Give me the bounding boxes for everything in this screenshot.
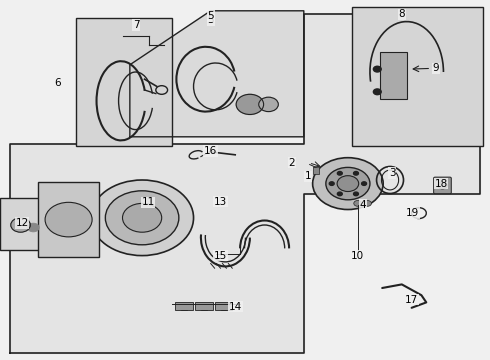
Circle shape	[438, 182, 447, 189]
FancyBboxPatch shape	[195, 302, 213, 310]
Text: 11: 11	[141, 197, 155, 207]
FancyBboxPatch shape	[215, 302, 232, 310]
Circle shape	[27, 223, 39, 232]
Text: 3: 3	[389, 168, 395, 178]
Circle shape	[353, 192, 358, 196]
FancyBboxPatch shape	[352, 7, 483, 146]
FancyBboxPatch shape	[434, 177, 451, 194]
Circle shape	[354, 201, 362, 206]
Text: 5: 5	[207, 11, 214, 21]
Circle shape	[105, 191, 179, 245]
FancyBboxPatch shape	[38, 182, 99, 257]
Text: 19: 19	[406, 208, 419, 218]
Text: 12: 12	[15, 218, 29, 228]
Circle shape	[91, 180, 194, 256]
Text: 7: 7	[133, 20, 140, 30]
Text: 2: 2	[289, 158, 295, 168]
FancyBboxPatch shape	[76, 18, 172, 146]
Circle shape	[313, 158, 383, 210]
Circle shape	[337, 192, 342, 196]
Circle shape	[45, 202, 92, 237]
Circle shape	[337, 171, 342, 175]
Text: 8: 8	[398, 9, 405, 19]
Circle shape	[236, 94, 264, 114]
Circle shape	[259, 97, 278, 112]
Circle shape	[362, 182, 367, 185]
FancyBboxPatch shape	[313, 167, 319, 174]
FancyBboxPatch shape	[0, 198, 47, 250]
Circle shape	[337, 176, 359, 192]
Text: 1: 1	[304, 171, 311, 181]
Text: 9: 9	[433, 63, 440, 73]
FancyBboxPatch shape	[380, 52, 407, 99]
Polygon shape	[130, 11, 304, 137]
Circle shape	[122, 203, 162, 232]
Circle shape	[11, 218, 30, 232]
Circle shape	[329, 182, 334, 185]
Circle shape	[326, 167, 370, 200]
Text: 17: 17	[405, 294, 418, 305]
Text: 10: 10	[351, 251, 364, 261]
Circle shape	[353, 171, 358, 175]
FancyBboxPatch shape	[175, 302, 193, 310]
Text: 18: 18	[434, 179, 448, 189]
Polygon shape	[10, 14, 480, 353]
Text: 5: 5	[207, 15, 214, 25]
Text: 14: 14	[228, 302, 242, 312]
Circle shape	[364, 201, 371, 206]
Circle shape	[373, 89, 381, 95]
Text: 16: 16	[204, 146, 218, 156]
Circle shape	[373, 66, 381, 72]
Text: 4: 4	[359, 200, 366, 210]
Text: 15: 15	[214, 251, 227, 261]
Text: 13: 13	[214, 197, 227, 207]
Text: 6: 6	[54, 78, 61, 88]
